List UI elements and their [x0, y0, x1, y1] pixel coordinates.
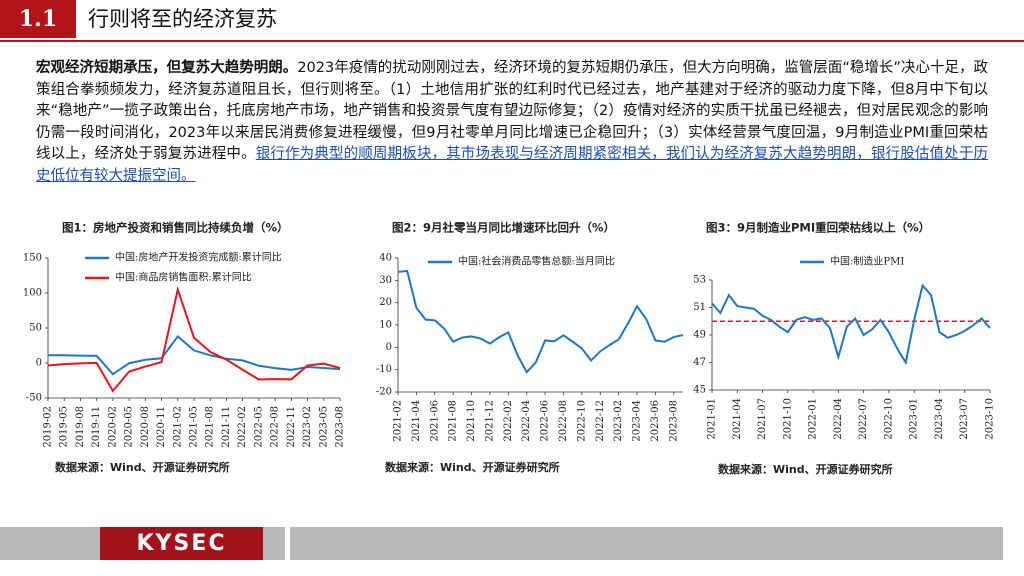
- x-tick-label: 2023-08: [668, 400, 679, 442]
- x-tick-label: 2021-04: [732, 398, 743, 440]
- y-tick-label: -50: [26, 393, 42, 404]
- lead: 宏观经济短期承压，但复苏大趋势明朗。: [36, 60, 298, 76]
- x-tick-label: 2022-07: [858, 398, 869, 440]
- y-tick-label: -10: [376, 364, 392, 375]
- x-tick-label: 2022-02: [503, 400, 514, 442]
- x-tick-label: 2019-02: [43, 406, 54, 448]
- x-tick-label: 2022-08: [558, 400, 569, 442]
- x-tick-label: 2021-10: [466, 400, 477, 442]
- x-tick-label: 2019-11: [91, 406, 102, 448]
- y-tick-label: 47: [693, 357, 706, 368]
- series-line: [48, 334, 341, 376]
- title-rule: [0, 40, 1024, 42]
- x-tick-label: 2021-06: [429, 400, 440, 442]
- y-tick-label: -20: [376, 387, 392, 398]
- x-tick-label: 2021-02: [393, 400, 404, 442]
- legend-label: 中国:制造业PMI: [830, 255, 904, 268]
- y-tick-label: 10: [379, 320, 392, 331]
- x-tick-label: 2023-04: [632, 400, 643, 442]
- x-tick-label: 2021-01: [707, 398, 718, 440]
- x-tick-label: 2020-02: [107, 406, 118, 448]
- x-tick-label: 2019-05: [59, 406, 70, 448]
- x-tick-label: 2023-08: [335, 406, 346, 448]
- x-tick-label: 2021-08: [205, 406, 216, 448]
- y-tick-label: 53: [693, 275, 706, 286]
- x-tick-label: 2022-12: [595, 400, 606, 442]
- x-tick-label: 2022-04: [833, 398, 844, 440]
- x-tick-label: 2022-08: [270, 406, 281, 448]
- conclusion: 银行作为典型的顺周期板块，其市场表现与经济周期紧密相关，我们认为经济复苏大趋势明…: [36, 146, 989, 184]
- source: 数据来源：Wind、开源证券研究所: [55, 460, 230, 474]
- x-tick-label: 2022-11: [286, 406, 297, 448]
- x-tick-label: 2020-08: [140, 406, 151, 448]
- chart-title: 图2：9月社零当月同比增速环比回升（%）: [392, 221, 615, 235]
- x-tick-label: 2023-07: [959, 398, 970, 440]
- x-tick-label: 2021-10: [782, 398, 793, 440]
- x-tick-label: 2021-11: [221, 406, 232, 448]
- y-tick-label: 0: [36, 358, 42, 369]
- series-line: [397, 269, 684, 374]
- chart-title: 图3：9月制造业PMI重回荣枯线以上（%）: [706, 221, 930, 235]
- x-tick-label: 2022-01: [808, 398, 819, 440]
- x-tick-label: 2023-02: [613, 400, 624, 442]
- x-tick-label: 2020-05: [124, 406, 135, 448]
- x-tick-label: 2022-10: [883, 398, 894, 440]
- x-tick-label: 2023-04: [934, 398, 945, 440]
- x-tick-label: 2021-08: [448, 400, 459, 442]
- x-tick-label: 2023-06: [650, 400, 661, 442]
- summary: 宏观经济短期承压，但复苏大趋势明朗。2023年疫情的扰动刚刚过去，经济环境的复苏…: [36, 58, 988, 187]
- legend-label: 中国:商品房销售面积:累计同比: [115, 271, 252, 284]
- y-tick-label: 100: [23, 288, 42, 299]
- x-tick-label: 2022-02: [237, 406, 248, 448]
- x-tick-label: 2021-12: [484, 400, 495, 442]
- x-tick-label: 2023-10: [985, 398, 996, 440]
- y-tick-label: 20: [379, 297, 392, 308]
- x-tick-label: 2022-06: [540, 400, 551, 442]
- y-tick-label: 49: [693, 330, 706, 341]
- x-tick-label: 2023-01: [909, 398, 920, 440]
- source: 数据来源：Wind、开源证券研究所: [385, 460, 560, 474]
- section-number: 1.1: [0, 0, 76, 38]
- y-tick-label: 50: [29, 323, 42, 334]
- chart-title: 图1：房地产投资和销售同比持续负增（%）: [62, 221, 289, 235]
- x-tick-label: 2020-11: [156, 406, 167, 448]
- x-tick-label: 2021-04: [411, 400, 422, 442]
- series-line: [711, 283, 991, 366]
- x-tick-label: 2023-02: [302, 406, 313, 448]
- slide-title: 行则将至的经济复苏: [88, 7, 277, 31]
- footer-bar: [290, 527, 1003, 560]
- x-tick-label: 2021-07: [757, 398, 768, 440]
- body-text: 2023年疫情的扰动刚刚过去，经济环境的复苏短期仍承压，但大方向明确，监管层面“…: [36, 60, 989, 162]
- legend-label: 中国:社会消费品零售总额:当月同比: [458, 255, 615, 268]
- x-tick-label: 2021-05: [189, 406, 200, 448]
- y-tick-label: 150: [23, 253, 42, 264]
- x-tick-label: 2022-04: [521, 400, 532, 442]
- y-tick-label: 40: [379, 253, 392, 264]
- x-tick-label: 2022-10: [576, 400, 587, 442]
- source: 数据来源：Wind、开源证券研究所: [718, 462, 893, 476]
- x-tick-label: 2021-02: [172, 406, 183, 448]
- x-tick-label: 2022-05: [253, 406, 264, 448]
- y-tick-label: 45: [693, 385, 706, 396]
- y-tick-label: 0: [386, 342, 392, 353]
- x-tick-label: 2023-05: [318, 406, 329, 448]
- x-tick-label: 2019-08: [75, 406, 86, 448]
- logo: KYSEC: [100, 527, 263, 560]
- series-line: [47, 285, 341, 393]
- y-tick-label: 51: [693, 302, 706, 313]
- legend-label: 中国:房地产开发投资完成额:累计同比: [115, 251, 282, 264]
- y-tick-label: 30: [379, 275, 392, 286]
